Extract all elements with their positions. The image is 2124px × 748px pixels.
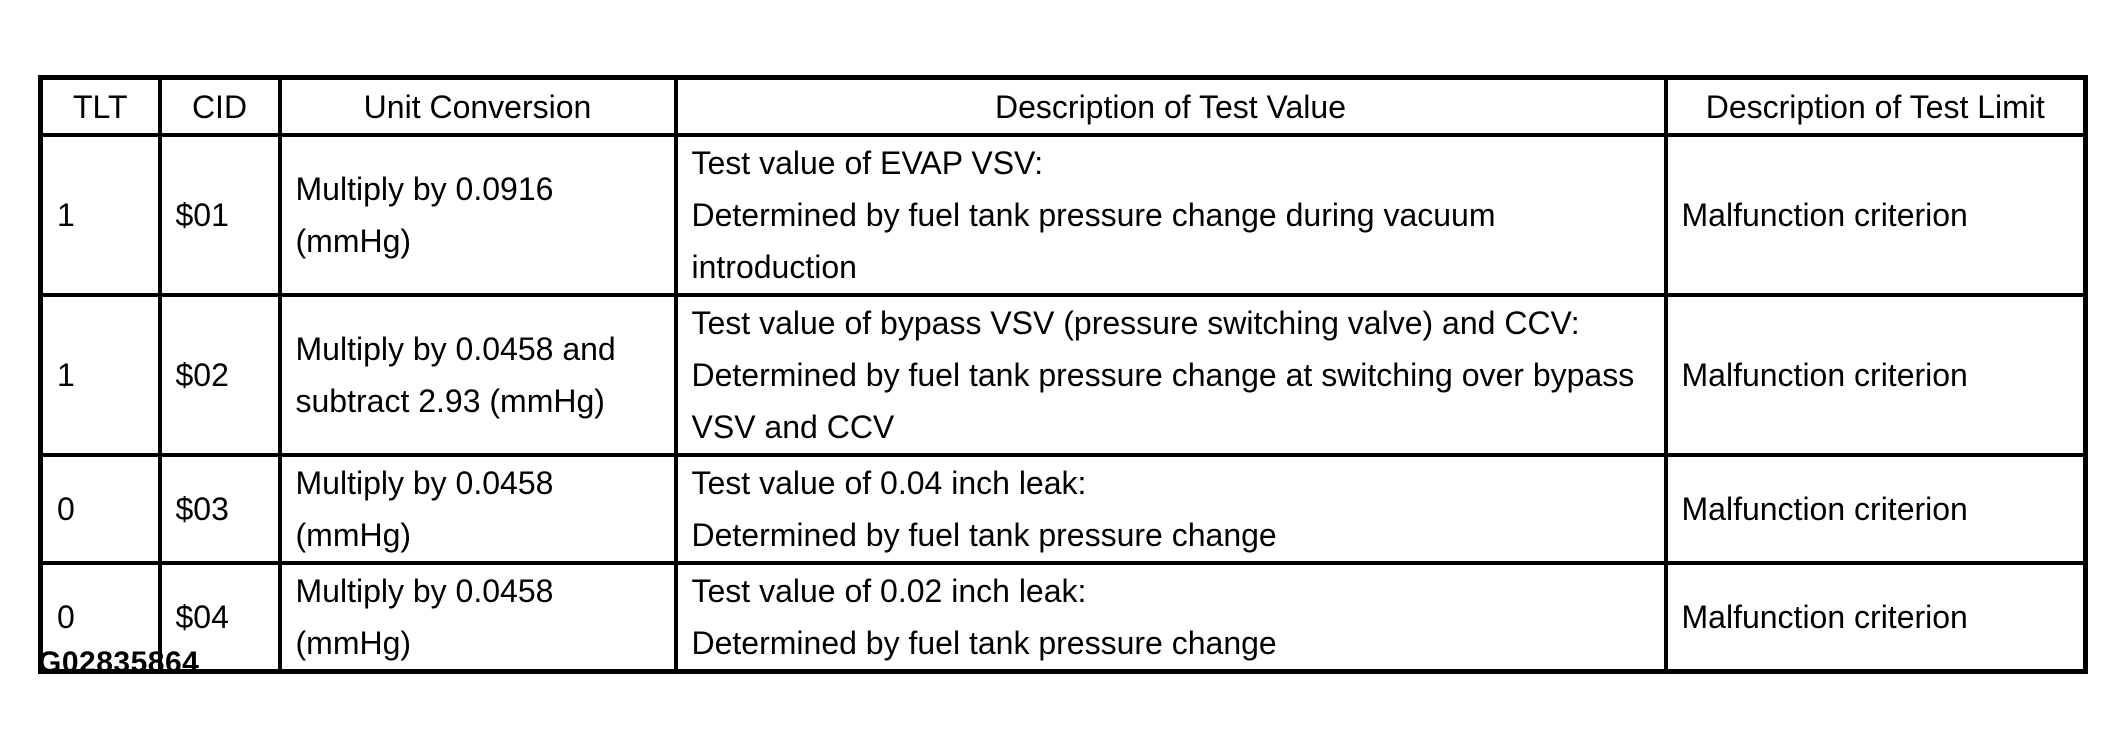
cell-tlt: 0	[38, 561, 162, 674]
cell-tlt: 1	[38, 293, 162, 457]
table-row: 0 $03 Multiply by 0.0458 (mmHg) Test val…	[38, 453, 2088, 565]
cell-cid: $01	[157, 133, 282, 297]
header-cell-cid: CID	[157, 75, 282, 137]
table-row: 1 $01 Multiply by 0.0916 (mmHg) Test val…	[38, 133, 2088, 297]
cell-test-value-description: Test value of bypass VSV (pressure switc…	[673, 293, 1668, 457]
cell-test-limit-description: Malfunction criterion	[1663, 133, 2088, 297]
test-value-table: TLT CID Unit Conversion Description of T…	[38, 75, 2088, 674]
cell-cid: $03	[157, 453, 282, 565]
cell-unit-conversion: Multiply by 0.0916 (mmHg)	[277, 133, 678, 297]
table-row: 0 $04 Multiply by 0.0458 (mmHg) Test val…	[38, 561, 2088, 674]
cell-test-limit-description: Malfunction criterion	[1663, 453, 2088, 565]
header-cell-test-value-description: Description of Test Value	[673, 75, 1668, 137]
cell-cid: $04	[157, 561, 282, 674]
figure-id-label: G02835864	[38, 646, 200, 679]
cell-test-limit-description: Malfunction criterion	[1663, 561, 2088, 674]
cell-test-limit-description: Malfunction criterion	[1663, 293, 2088, 457]
cell-cid: $02	[157, 293, 282, 457]
cell-tlt: 1	[38, 133, 162, 297]
cell-test-value-description: Test value of 0.02 inch leak: Determined…	[673, 561, 1668, 674]
cell-test-value-description: Test value of 0.04 inch leak: Determined…	[673, 453, 1668, 565]
header-cell-unit-conversion: Unit Conversion	[277, 75, 678, 137]
cell-test-value-description: Test value of EVAP VSV: Determined by fu…	[673, 133, 1668, 297]
table-header-row: TLT CID Unit Conversion Description of T…	[38, 75, 2088, 137]
header-cell-test-limit-description: Description of Test Limit	[1663, 75, 2088, 137]
header-cell-tlt: TLT	[38, 75, 162, 137]
cell-unit-conversion: Multiply by 0.0458 (mmHg)	[277, 561, 678, 674]
cell-unit-conversion: Multiply by 0.0458 and subtract 2.93 (mm…	[277, 293, 678, 457]
cell-tlt: 0	[38, 453, 162, 565]
cell-unit-conversion: Multiply by 0.0458 (mmHg)	[277, 453, 678, 565]
table-row: 1 $02 Multiply by 0.0458 and subtract 2.…	[38, 293, 2088, 457]
